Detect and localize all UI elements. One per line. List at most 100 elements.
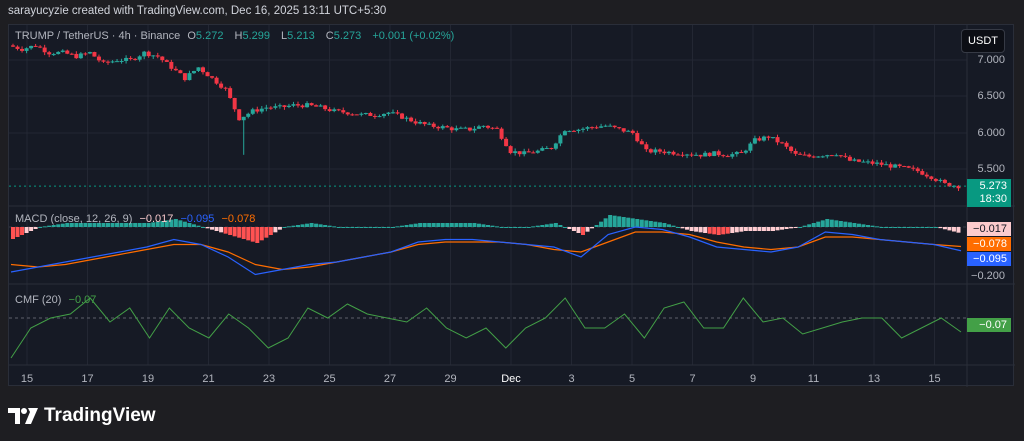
candle-body: [933, 178, 938, 181]
macd-histogram-bar: [915, 227, 920, 228]
candle-body: [467, 127, 472, 131]
candle-body: [784, 142, 789, 147]
candle-body: [829, 155, 834, 157]
candle-body: [92, 52, 97, 57]
macd-title[interactable]: MACD (close, 12, 26, 9): [15, 213, 133, 225]
candle-body: [214, 77, 219, 84]
candle-body: [74, 53, 79, 59]
candle-body: [504, 138, 509, 147]
candle-body: [178, 70, 183, 74]
candle-body: [196, 67, 201, 71]
symbol-title[interactable]: TRUMP / TetherUS · 4h · Binance: [15, 30, 181, 42]
candle-body: [409, 117, 414, 122]
candle-body: [603, 125, 608, 127]
macd-histogram-bar: [694, 227, 699, 232]
candle-body: [449, 127, 454, 131]
candle-body: [635, 133, 640, 142]
candle-body: [893, 164, 898, 168]
candle-body: [341, 110, 346, 113]
macd-histogram-bar: [499, 227, 504, 228]
macd-histogram-bar: [540, 225, 545, 227]
candle-body: [431, 123, 436, 127]
candle-body: [282, 105, 287, 107]
currency-button[interactable]: USDT: [961, 29, 1005, 53]
chart-frame[interactable]: TRUMP / TetherUS · 4h · Binance O5.272 H…: [8, 24, 1015, 387]
change-value: +0.001 (+0.02%): [372, 30, 455, 42]
price-chart[interactable]: [9, 25, 1015, 387]
macd-histogram-bar: [182, 221, 187, 227]
candle-body: [436, 126, 441, 129]
candle-body: [259, 108, 264, 112]
macd-histogram-bar: [223, 227, 228, 234]
candle-body: [594, 127, 599, 129]
candle-body: [309, 103, 314, 106]
candle-body: [354, 114, 359, 116]
macd-histogram-bar: [277, 227, 282, 230]
candle-body: [377, 116, 382, 118]
candle-body: [748, 143, 753, 151]
macd-histogram-bar: [603, 218, 608, 227]
candle-body: [517, 151, 522, 155]
macd-histogram-bar: [739, 227, 744, 232]
cmf-title[interactable]: CMF (20): [15, 294, 62, 306]
candle-body: [599, 126, 604, 128]
candle-body: [160, 56, 165, 61]
candle-body: [169, 61, 174, 69]
macd-histogram-bar: [567, 227, 572, 229]
time-tick: 15: [928, 373, 941, 385]
macd-histogram-bar: [562, 227, 567, 228]
macd-histogram-bar: [897, 227, 902, 228]
time-tick: 29: [444, 373, 457, 385]
candle-body: [798, 153, 803, 155]
candle-body: [187, 73, 192, 81]
time-tick: 17: [81, 373, 94, 385]
macd-histogram-bar: [291, 225, 296, 227]
macd-histogram-bar: [201, 227, 205, 228]
candle-body: [300, 105, 305, 108]
candle-body: [508, 146, 513, 154]
candle-body: [793, 150, 798, 154]
candle-body: [96, 56, 101, 61]
macd-histogram-bar: [847, 222, 852, 227]
candle-body: [110, 61, 115, 63]
candle-body: [241, 116, 246, 121]
candle-body: [802, 154, 807, 156]
macd-histogram-bar: [861, 224, 866, 227]
candle-body: [24, 48, 29, 51]
candle-body: [33, 45, 38, 47]
candle-body: [173, 68, 178, 71]
macd-histogram-bar: [879, 227, 884, 228]
candle-body: [671, 151, 676, 155]
time-tick: 3: [568, 373, 575, 385]
macd-histogram-bar: [42, 226, 47, 228]
macd-tag: −0.095: [967, 252, 1011, 266]
macd-histogram-bar: [621, 217, 626, 227]
macd-histogram-bar: [942, 227, 947, 230]
macd-histogram-bar: [69, 223, 74, 227]
macd-histogram-bar: [386, 227, 391, 228]
candle-body: [400, 113, 405, 119]
macd-histogram-bar: [214, 227, 219, 231]
macd-histogram-bar: [255, 227, 260, 243]
candle-body: [413, 121, 418, 124]
macd-histogram-bar: [703, 227, 708, 233]
candle-body: [811, 156, 816, 158]
macd-legend: MACD (close, 12, 26, 9) −0.017 −0.095 −0…: [15, 213, 259, 225]
candle-body: [182, 73, 187, 81]
macd-histogram-bar: [504, 227, 509, 228]
candle-body: [38, 46, 43, 48]
macd-histogram-bar: [549, 223, 554, 227]
macd-histogram-bar: [816, 221, 821, 227]
macd-histogram-bar: [825, 219, 830, 227]
last-price: 5.273: [979, 180, 1007, 192]
time-tick: 25: [323, 373, 336, 385]
candle-body: [137, 56, 142, 60]
macd-histogram-bar: [495, 226, 500, 228]
macd-histogram-bar: [228, 227, 233, 235]
macd-histogram-bar: [680, 227, 685, 229]
open-value: 5.272: [195, 30, 224, 42]
macd-histogram-bar: [644, 220, 649, 227]
macd-histogram-bar: [526, 227, 531, 228]
candle-body: [83, 53, 88, 55]
macd-histogram-bar: [639, 219, 644, 227]
